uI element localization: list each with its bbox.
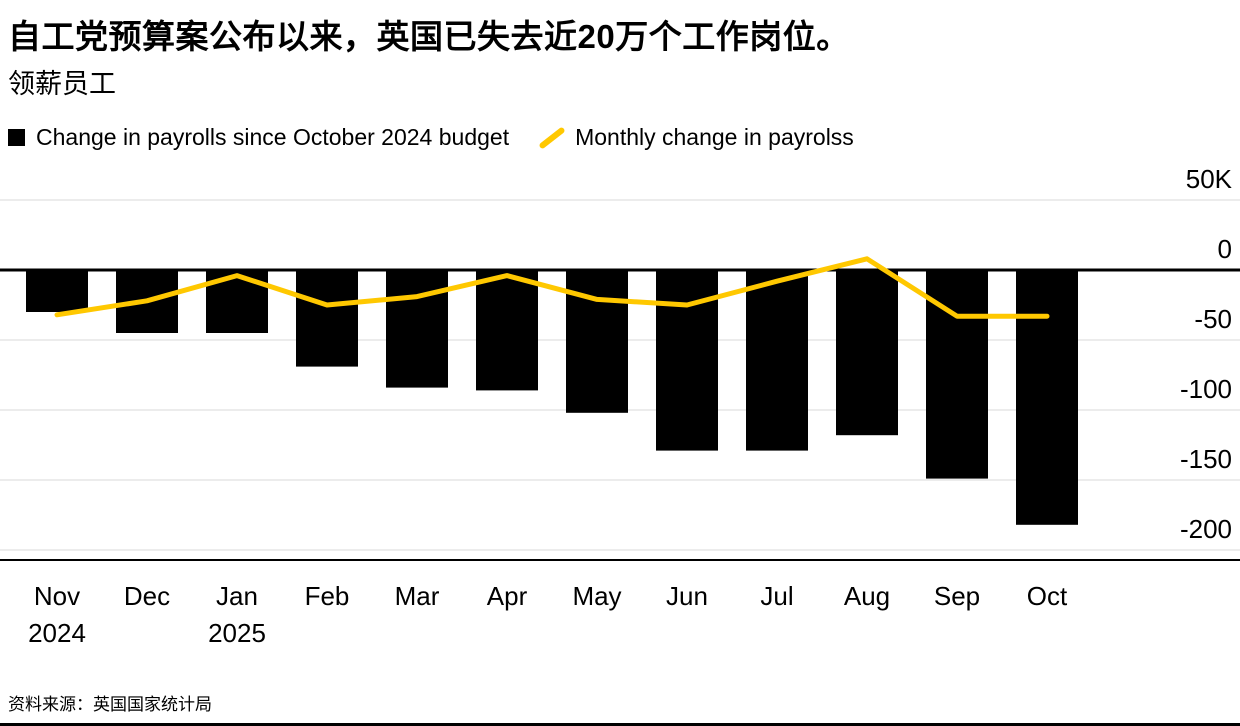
legend-item-line: Monthly change in payrolss (509, 124, 854, 151)
x-tick-sublabel: 2024 (28, 618, 86, 648)
bar-series-swatch-icon (8, 129, 25, 146)
bar-Feb (296, 270, 358, 367)
x-tick-label: Jul (760, 581, 793, 611)
x-tick-label: Feb (305, 581, 350, 611)
x-tick-label: Aug (844, 581, 890, 611)
y-tick-label: 0 (1218, 234, 1232, 264)
x-tick-sublabel: 2025 (208, 618, 266, 648)
legend: Change in payrolls since October 2024 bu… (8, 124, 854, 151)
bar-Nov (26, 270, 88, 312)
x-tick-label: Sep (934, 581, 980, 611)
source-note: 资料来源：英国国家统计局 (8, 695, 212, 714)
legend-label-bars: Change in payrolls since October 2024 bu… (36, 124, 510, 150)
x-tick-label: Nov (34, 581, 80, 611)
legend-label-line: Monthly change in payrolss (575, 124, 854, 150)
x-tick-label: Jun (666, 581, 708, 611)
line-series-swatch-icon (538, 125, 566, 150)
y-tick-label: -150 (1180, 444, 1232, 474)
x-tick-label: Mar (395, 581, 440, 611)
bar-Aug (836, 270, 898, 436)
x-tick-label: Jan (216, 581, 258, 611)
x-tick-label: May (572, 581, 621, 611)
y-tick-label: 50K (1186, 164, 1233, 194)
x-tick-label: Dec (124, 581, 170, 611)
bar-Oct (1016, 270, 1078, 525)
payrolls-chart-svg: 50K 0 -50 -100 -150 -200 Nov 2024 Dec Jan 2025 Feb M… (0, 164, 1240, 648)
monthly-change-line (54, 256, 1050, 319)
bar-Jul (746, 270, 808, 451)
legend-item-bars: Change in payrolls since October 2024 bu… (8, 124, 509, 151)
bottom-rule (0, 723, 1240, 726)
y-tick-label: -50 (1194, 304, 1232, 334)
bar-Mar (386, 270, 448, 388)
x-tick-label: Apr (487, 581, 528, 611)
bar-Apr (476, 270, 538, 391)
y-tick-label: -100 (1180, 374, 1232, 404)
chart-subtitle: 领薪员工 (8, 69, 116, 99)
y-tick-label: -200 (1180, 514, 1232, 544)
chart-title: 自工党预算案公布以来，英国已失去近20万个工作岗位。 (8, 18, 850, 55)
x-tick-label: Oct (1027, 581, 1068, 611)
payrolls-chart: 50K 0 -50 -100 -150 -200 Nov 2024 Dec Jan 2025 Feb M… (0, 158, 1240, 658)
